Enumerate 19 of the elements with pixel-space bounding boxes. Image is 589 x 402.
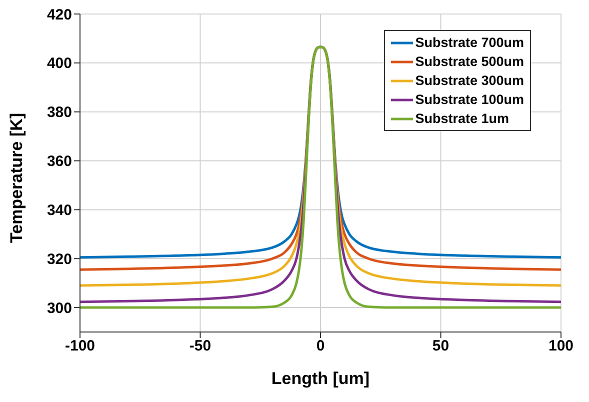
x-axis-title: Length [um] bbox=[271, 369, 370, 388]
legend-label: Substrate 100um bbox=[415, 91, 524, 109]
x-tick-label: 50 bbox=[432, 338, 450, 355]
y-axis-title: Temperature [K] bbox=[7, 112, 26, 243]
y-tick-label: 300 bbox=[46, 300, 72, 317]
y-tick-label: 400 bbox=[46, 55, 72, 72]
legend-label: Substrate 1um bbox=[415, 110, 509, 128]
y-tick-label: 340 bbox=[46, 202, 72, 220]
legend-label: Substrate 500um bbox=[415, 53, 524, 71]
x-tick-label: 100 bbox=[548, 338, 574, 355]
x-tick-label: -100 bbox=[64, 338, 96, 355]
y-tick-label: 320 bbox=[46, 250, 72, 268]
legend-label: Substrate 300um bbox=[415, 72, 524, 90]
y-tick-label: 420 bbox=[46, 6, 72, 24]
legend-label: Substrate 700um bbox=[415, 34, 524, 52]
x-tick-label: 0 bbox=[316, 338, 325, 355]
x-tick-label: -50 bbox=[189, 338, 212, 355]
y-tick-label: 360 bbox=[46, 153, 72, 170]
y-tick-label: 380 bbox=[46, 104, 72, 122]
